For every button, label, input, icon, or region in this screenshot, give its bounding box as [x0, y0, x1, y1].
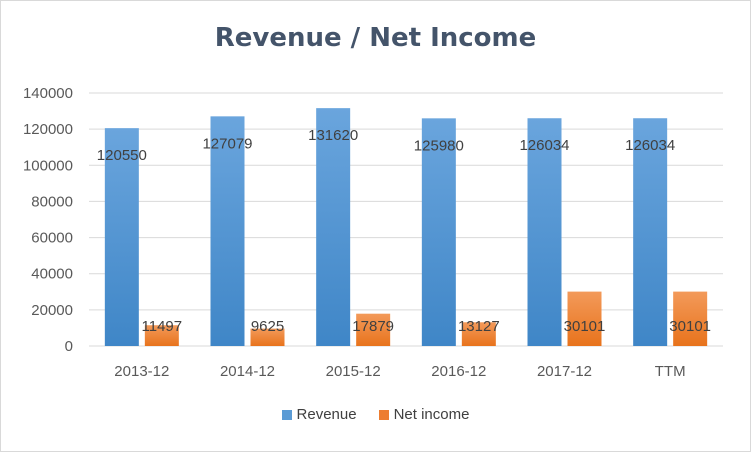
revenue-data-label: 131620 — [308, 127, 358, 144]
net-income-data-label: 30101 — [669, 318, 711, 335]
net-income-data-label: 9625 — [251, 318, 284, 335]
revenue-bar — [421, 118, 456, 346]
revenue-bar — [633, 118, 668, 346]
net-income-bar — [250, 328, 285, 346]
chart-title: Revenue / Net Income — [214, 23, 537, 53]
net-income-bar — [356, 313, 391, 346]
revenue-bar — [104, 128, 139, 346]
x-tick-label: 2015-12 — [326, 363, 381, 380]
net-income-data-label: 13127 — [458, 318, 500, 335]
y-tick-label: 120000 — [23, 121, 73, 138]
y-tick-label: 40000 — [31, 266, 73, 283]
net-income-bar — [567, 291, 602, 346]
net-income-data-label: 11497 — [142, 318, 183, 335]
y-tick-label: 100000 — [23, 157, 73, 174]
x-tick-label: 2013-12 — [114, 363, 169, 380]
x-tick-label: 2014-12 — [220, 363, 275, 380]
revenue-bar — [316, 108, 351, 346]
legend: Revenue Net income — [1, 406, 750, 423]
legend-label-net-income: Net income — [393, 406, 470, 423]
net-income-bar — [673, 291, 708, 346]
legend-swatch-net-income — [378, 409, 389, 420]
y-tick-label: 60000 — [31, 230, 73, 247]
legend-label-revenue: Revenue — [296, 406, 357, 423]
revenue-data-label: 125980 — [414, 137, 464, 154]
revenue-data-label: 120550 — [97, 147, 147, 164]
revenue-data-label: 126034 — [625, 137, 675, 154]
legend-item-revenue: Revenue — [281, 406, 357, 423]
y-tick-label: 20000 — [31, 302, 73, 319]
net-income-bar — [144, 325, 179, 346]
net-income-data-label: 30101 — [564, 318, 606, 335]
legend-swatch-revenue — [281, 409, 292, 420]
y-tick-label: 0 — [65, 338, 73, 355]
revenue-data-label: 127079 — [202, 135, 252, 152]
y-tick-label: 140000 — [23, 85, 73, 102]
x-tick-label: 2017-12 — [537, 363, 592, 380]
revenue-bar — [210, 116, 245, 346]
net-income-bar — [461, 322, 496, 346]
x-tick-label: TTM — [655, 363, 686, 380]
plot-area: 0 20000 40000 60000 80000 100000 120000 140000 1… — [23, 85, 723, 380]
legend-item-net-income: Net income — [378, 406, 470, 423]
y-tick-label: 80000 — [31, 193, 73, 210]
x-tick-label: 2016-12 — [431, 363, 486, 380]
revenue-bar — [527, 118, 562, 346]
net-income-data-label: 17879 — [352, 318, 394, 335]
revenue-data-label: 126034 — [519, 137, 569, 154]
